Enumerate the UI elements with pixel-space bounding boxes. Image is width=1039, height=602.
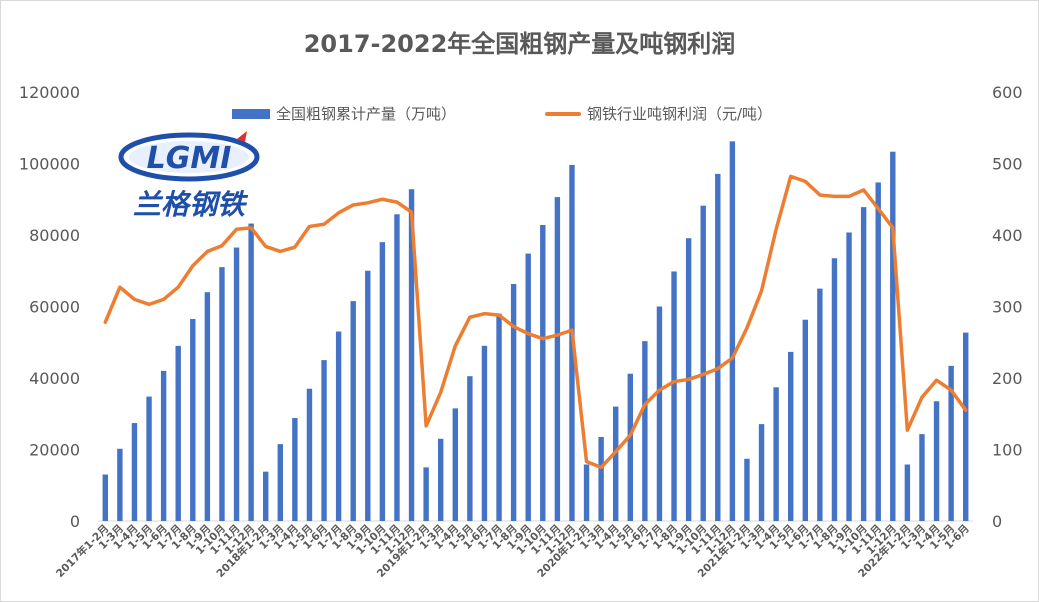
bar-production [933,401,940,521]
bar-production [846,232,852,521]
bar-production [948,365,954,521]
bar-production [817,288,823,521]
bar-production [219,267,225,521]
bar-production [729,141,736,521]
bar-production [394,214,400,521]
bar-production [831,258,838,521]
bar-production [350,301,356,521]
bar-production [248,223,254,521]
bar-production [335,331,342,521]
y-right-tick-label: 600 [992,83,1023,102]
y-right-tick-label: 100 [992,441,1023,460]
bar-production [131,423,138,521]
legend-swatch-line [545,111,581,116]
bar-production [233,247,240,521]
y-left-tick-label: 40000 [29,369,80,388]
y-right-tick-label: 300 [992,298,1023,317]
bar-production [117,448,123,521]
bar-production [160,370,167,521]
y-right-tick-label: 500 [992,155,1023,174]
bar-production [438,438,444,521]
bar-production [788,351,794,521]
bar-production [540,224,546,522]
bar-production [627,373,633,521]
bar-production [263,471,269,521]
bar-production [875,182,881,521]
bar-production [365,270,371,521]
bar-production [277,444,283,521]
bar-production [306,388,313,521]
bar-production [890,151,896,521]
bar-production [758,424,765,521]
bar-production [379,242,386,521]
y-left-tick-label: 0 [70,512,80,531]
legend-label-production: 全国粗钢累计产量（万吨） [276,105,457,123]
y-right-tick-label: 400 [992,226,1023,245]
bar-production [190,319,196,521]
bar-production [642,341,648,521]
bar-production [583,464,590,521]
bar-production [408,189,415,522]
bar-production [904,464,911,521]
bar-production [715,173,721,521]
y-right-tick-label: 0 [992,512,1002,531]
bar-production [204,292,211,521]
bar-production [452,408,458,521]
bar-production [744,458,750,521]
legend-swatch-bar [232,108,270,119]
chart-title: 2017-2022年全国粗钢产量及吨钢利润 [303,30,736,58]
bar-production [919,434,925,521]
bar-production [510,283,517,521]
y-left-tick-label: 80000 [29,226,80,245]
bar-production [613,406,619,521]
svg-text:兰格钢铁: 兰格钢铁 [133,188,249,221]
y-right-tick-label: 200 [992,369,1023,388]
y-left-tick-label: 120000 [19,83,80,102]
bar-production [175,345,181,521]
bar-production [802,319,808,521]
bar-production [860,207,867,522]
bar-production [656,306,663,521]
y-left-tick-label: 100000 [19,155,80,174]
bar-production [700,205,706,521]
bar-production [963,332,969,521]
bar-production [671,271,677,521]
legend-item-production: 全国粗钢累计产量（万吨） [232,103,456,124]
x-tick-label: 2017年1-2月 [53,522,111,580]
legend-label-profit: 钢铁行业吨钢利润（元/吨） [587,105,773,123]
bar-production [773,387,779,521]
line-profit [103,174,968,470]
lgmi-logo: LGMI 兰格钢铁 [118,131,260,221]
legend-item-profit: 钢铁行业吨钢利润（元/吨） [545,103,772,124]
svg-text:LGMI: LGMI [147,141,232,176]
bar-production [467,376,473,521]
bar-production [146,396,152,521]
y-left-tick-label: 20000 [29,441,80,460]
y-left-tick-label: 60000 [29,298,80,317]
bar-production [481,345,488,521]
bar-production [321,360,327,521]
bar-production [496,313,502,521]
bar-production [292,418,298,521]
bar-production [102,474,108,521]
bar-production [525,253,531,521]
bar-production [554,197,561,522]
bar-production [423,467,429,521]
bar-production [598,436,604,521]
